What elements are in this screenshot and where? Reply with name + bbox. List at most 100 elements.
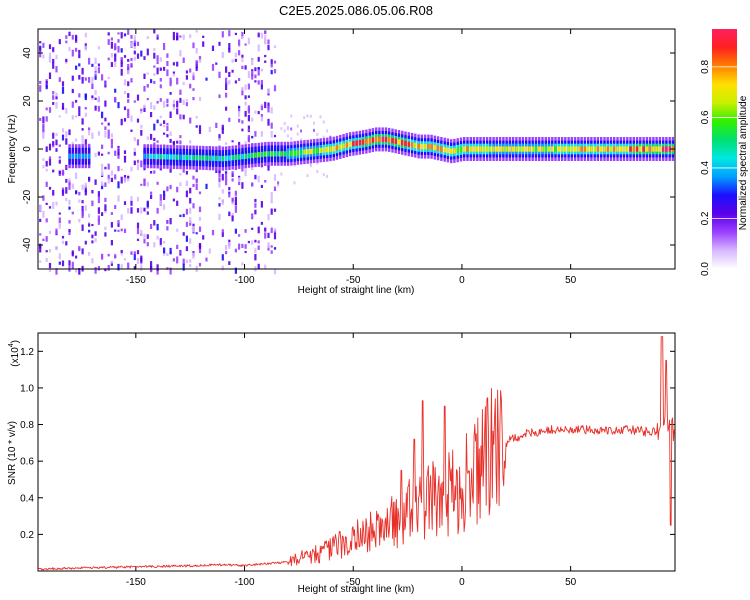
spectrogram-cell [65,178,68,183]
snr-ytick-label: 0.4 [20,493,34,504]
spectrogram-cell [123,177,127,183]
spectrogram-cell [241,243,244,248]
spectrogram-cell [117,220,120,224]
spectrogram-cell [133,100,136,103]
spectrogram-cell [238,177,241,181]
snr-ytick-label: 0.2 [20,530,34,541]
spectrogram-cell [48,107,52,113]
spectrogram-cell [264,54,267,58]
spectrogram-cell [81,67,84,75]
spectrogram-cell [84,153,88,159]
spectrogram-cell [225,173,228,180]
spectrogram-cell [375,136,378,143]
spectrogram-cell [117,39,120,43]
spectrogram-cell [84,107,87,110]
spectrogram-cell [221,155,225,162]
spectrogram-cell [71,183,74,188]
spectrogram-cell [189,259,192,263]
spectrogram-cell [185,75,188,80]
spectrogram-cell [97,105,100,112]
spectrogram-cell [39,41,42,44]
spectrogram-cell [71,250,74,255]
spectrogram-cell [306,114,309,118]
spectrogram-cell [150,261,153,268]
spectrogram-cell [55,96,58,100]
spectrogram-cell [143,233,146,238]
spectrogram-cell [169,267,172,275]
spectrogram-cell [52,141,55,146]
spectrogram-cell [472,146,476,152]
spectrogram-cell [140,207,143,214]
spectrogram-cell [130,78,133,83]
spectrogram-cell [277,151,280,157]
spectrogram-cell [273,174,277,181]
spectrogram-cell [570,146,573,152]
spectrogram-cell [645,146,649,152]
spectrogram-cell [117,181,120,189]
colorbar-tick-label: 0.2 [700,211,711,225]
spectrogram-cell [107,76,110,80]
spectrogram-cell [52,58,55,63]
spectrogram-cell [182,232,185,236]
spectrogram-cell [221,189,224,194]
spectrogram-cell [182,34,185,40]
spectrogram-cell [52,132,55,139]
spectrogram-cell [225,66,228,73]
spectrogram-cell [273,247,277,250]
spectrogram-cell [234,206,237,213]
spectrogram-cell [136,53,140,59]
spectrogram-cell [221,232,224,237]
spectrogram-cell [531,146,534,152]
spectrogram-cell [91,240,94,244]
spectrogram-cell [264,30,267,34]
spectrogram-cell [61,169,65,176]
spectrogram-cell [88,57,91,65]
spectrogram-cell [231,178,234,182]
spectrogram-cell [189,238,192,244]
spectrogram-cell [88,153,91,159]
spectrogram-cell [225,155,228,161]
spectrogram-cell [195,179,198,184]
spectrogram-cell [140,110,143,114]
spectrogram-cell [130,196,133,201]
spectrogram-cell [257,56,260,62]
spectrogram-cell [120,118,123,126]
spectrogram-cell [71,211,74,215]
spectrogram-cell [182,57,185,63]
spectrogram-cell [110,41,113,49]
spectrogram-cell [136,257,140,264]
spectrogram-cell [140,264,143,271]
spectrogram-cell [208,126,211,133]
spectrogram-cell [163,154,166,160]
spectrogram-cell [189,34,192,38]
spectrogram-cell [218,178,221,183]
spectrogram-cell [120,228,123,232]
spectrogram-cell [153,170,156,174]
spectrogram-cell [283,129,286,133]
spectrogram-cell [306,149,309,155]
spectrogram-cell [176,77,179,85]
spectrogram-cell [110,53,113,58]
spectrogram-cell [361,139,365,145]
spectrogram-cell [68,206,71,210]
spectrogram-cell [489,146,492,152]
spectrogram-cell [238,234,241,237]
spectrogram-cell [241,128,244,132]
snr-xtick-label: -50 [346,577,361,588]
spectrogram-cell [260,103,263,107]
spectrogram-cell [143,85,146,92]
spectrogram-cell [123,258,127,261]
spectrogram-cell [117,152,120,159]
spectrogram-cell [176,154,179,160]
spectrogram-cell [606,146,609,152]
spectrogram-cell [94,105,97,111]
spectrogram-cell [247,83,250,90]
spectrogram-cell [104,204,107,212]
spectrogram-cell [127,108,130,116]
spectrogram-cell [42,116,45,124]
spectrogram-cell [185,180,188,186]
spectrogram-cell [169,247,172,255]
spectrogram-cell [110,133,113,138]
spectrogram-cell [58,170,61,175]
spectrogram-cell [91,77,94,84]
